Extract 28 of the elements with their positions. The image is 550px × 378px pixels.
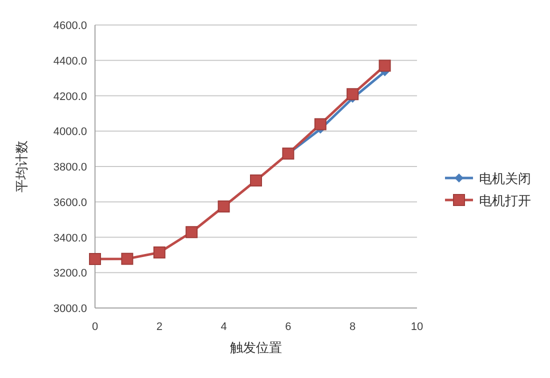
x-tick-label: 0 — [92, 321, 98, 333]
point — [186, 226, 198, 238]
x-tick-label: 6 — [285, 321, 292, 333]
legend-label: 电机打开 — [479, 193, 531, 208]
y-tick-label: 4200.0 — [53, 90, 87, 103]
x-tick-label: 8 — [350, 321, 356, 333]
x-tick-label: 2 — [156, 321, 162, 333]
y-tick-label: 3800.0 — [53, 162, 87, 174]
point — [346, 88, 359, 100]
y-tick-label: 4000.0 — [53, 126, 87, 138]
point — [250, 174, 262, 186]
y-axis-title: 平均计数 — [14, 140, 29, 192]
y-tick-label: 4600.0 — [53, 20, 87, 32]
y-tick-label: 3400.0 — [53, 232, 87, 244]
y-tick-label: 3000.0 — [53, 303, 87, 315]
x-tick-label: 4 — [220, 321, 227, 333]
point — [218, 200, 230, 212]
y-tick-label: 3600.0 — [53, 196, 87, 209]
point — [121, 252, 134, 265]
point — [378, 60, 391, 72]
y-tick-label: 3200.0 — [53, 268, 87, 280]
x-axis-title: 触发位置 — [230, 340, 282, 355]
x-tick-label: 10 — [410, 321, 424, 333]
point — [314, 118, 326, 130]
point — [153, 246, 166, 258]
legend-label: 电机关闭 — [479, 171, 531, 186]
point — [89, 253, 101, 266]
y-tick-label: 4400.0 — [53, 55, 87, 68]
